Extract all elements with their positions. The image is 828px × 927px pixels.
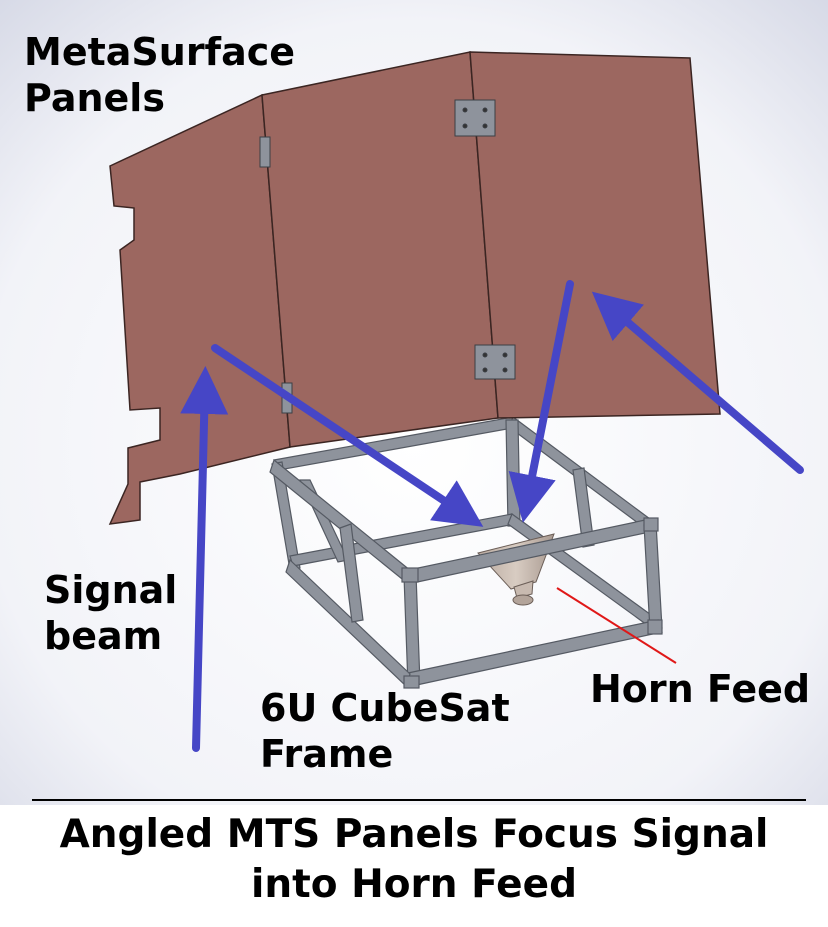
metasurface-label-line2: Panels	[24, 75, 165, 120]
caption-divider	[32, 799, 806, 801]
frame-corner-block	[647, 619, 663, 635]
hinge-small	[259, 136, 271, 168]
signal-label-line1: Signal	[44, 568, 178, 612]
horn-throat	[513, 580, 534, 599]
signal-arrow-reflected-left	[211, 344, 484, 527]
signal-arrow-incoming-right	[591, 291, 804, 474]
caption-line1: Angled MTS Panels Focus Signal	[59, 812, 769, 857]
panel-right	[469, 51, 721, 419]
signal-arrow-incoming-left	[180, 366, 229, 752]
frame-back-post-mid	[505, 419, 521, 527]
cubesat-label-line1: 6U CubeSat	[260, 686, 510, 730]
signal-beam-label: Signal beam	[44, 568, 244, 659]
metasurface-panels-label: MetaSurface Panels	[24, 30, 324, 121]
hinge	[454, 99, 496, 137]
horn-port	[512, 594, 534, 606]
horn-feed-label: Horn Feed	[590, 667, 811, 711]
frame-corner-block	[403, 675, 420, 689]
hinge	[474, 344, 516, 380]
frame-corner-block	[401, 567, 419, 583]
signal-label-line2: beam	[44, 613, 163, 658]
figure-caption: Angled MTS Panels Focus Signal into Horn…	[0, 810, 828, 910]
cubesat-frame-label: 6U CubeSat Frame	[260, 686, 560, 777]
frame-diag-front	[339, 523, 364, 623]
signal-arrow-reflected-right	[508, 280, 574, 523]
metasurface-panels	[108, 51, 721, 525]
cubesat-label-line2: Frame	[260, 731, 394, 776]
diagram-scene	[0, 0, 828, 805]
frame-back-post-left	[271, 461, 301, 571]
cubesat-frame-front	[269, 458, 663, 689]
frame-corner-block	[643, 517, 659, 532]
signal-beam-arrows	[180, 280, 804, 752]
frame-diag-back-right	[572, 467, 595, 548]
horn-feed-pointer	[556, 587, 677, 664]
caption-line2: into Horn Feed	[250, 861, 578, 907]
metasurface-label-line1: MetaSurface	[24, 30, 296, 74]
panel-left	[108, 93, 291, 525]
